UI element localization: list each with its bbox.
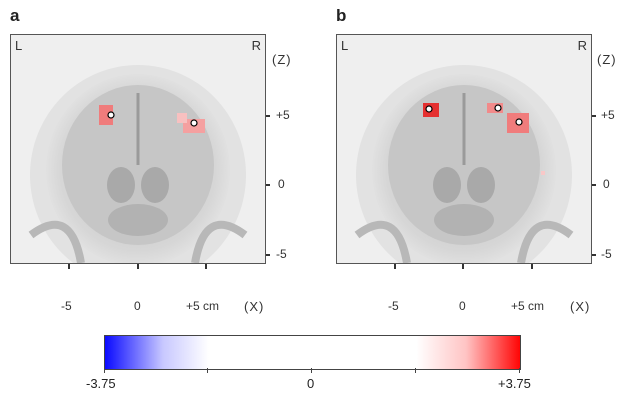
z-axis-label: (Z) [272, 52, 292, 67]
x-tick-label: 0 [134, 299, 141, 313]
x-tick-label: +5 cm [186, 299, 220, 313]
x-tick-label: -5 [61, 299, 72, 313]
x-tick [205, 264, 207, 269]
peak-marker [107, 111, 115, 119]
colorbar-tick [104, 368, 105, 373]
colorbar [104, 335, 521, 370]
colorbar-max-label: +3.75 [498, 376, 531, 391]
z-tick-label: 0 [603, 177, 610, 191]
activation-cluster [177, 113, 187, 123]
brain-coronal-slice-a [11, 35, 265, 263]
activation-cluster [541, 171, 545, 175]
x-tick [137, 264, 139, 269]
z-tick [266, 184, 270, 186]
x-tick [394, 264, 396, 269]
x-tick-label: -5 [388, 299, 399, 313]
x-tick [68, 264, 70, 269]
peak-marker [190, 119, 198, 127]
x-axis-label: (X) [244, 299, 265, 314]
left-hemisphere-label: L [341, 38, 349, 53]
colorbar-mid-label: 0 [307, 376, 315, 391]
right-hemisphere-label: R [251, 38, 261, 53]
activation-cluster [99, 105, 113, 125]
left-hemisphere-label: L [15, 38, 23, 53]
colorbar-tick [519, 368, 520, 373]
z-tick [592, 184, 596, 186]
z-tick-label: 0 [278, 177, 285, 191]
panel-b-image: L R [336, 34, 592, 264]
panel-a-letter: a [10, 6, 20, 25]
z-tick-label: -5 [601, 247, 612, 261]
brain-coronal-slice-b [337, 35, 591, 263]
z-tick-label: -5 [276, 247, 287, 261]
colorbar-tick [415, 368, 416, 373]
z-tick-label: +5 [276, 108, 290, 122]
peak-marker [494, 104, 502, 112]
x-tick [462, 264, 464, 269]
z-tick [592, 115, 596, 117]
panel-b-letter: b [336, 6, 347, 25]
x-tick [531, 264, 533, 269]
peak-marker [425, 105, 433, 113]
colorbar-tick [207, 368, 208, 373]
z-tick [266, 254, 270, 256]
x-tick-label: +5 cm [511, 299, 545, 313]
z-tick [266, 115, 270, 117]
peak-marker [515, 118, 523, 126]
panel-a-image: L R [10, 34, 266, 264]
colorbar-min-label: -3.75 [86, 376, 116, 391]
z-tick-label: +5 [601, 108, 615, 122]
colorbar-tick [311, 368, 312, 373]
z-axis-label: (Z) [597, 52, 617, 67]
right-hemisphere-label: R [577, 38, 587, 53]
x-axis-label: (X) [570, 299, 591, 314]
x-tick-label: 0 [459, 299, 466, 313]
z-tick [592, 254, 596, 256]
